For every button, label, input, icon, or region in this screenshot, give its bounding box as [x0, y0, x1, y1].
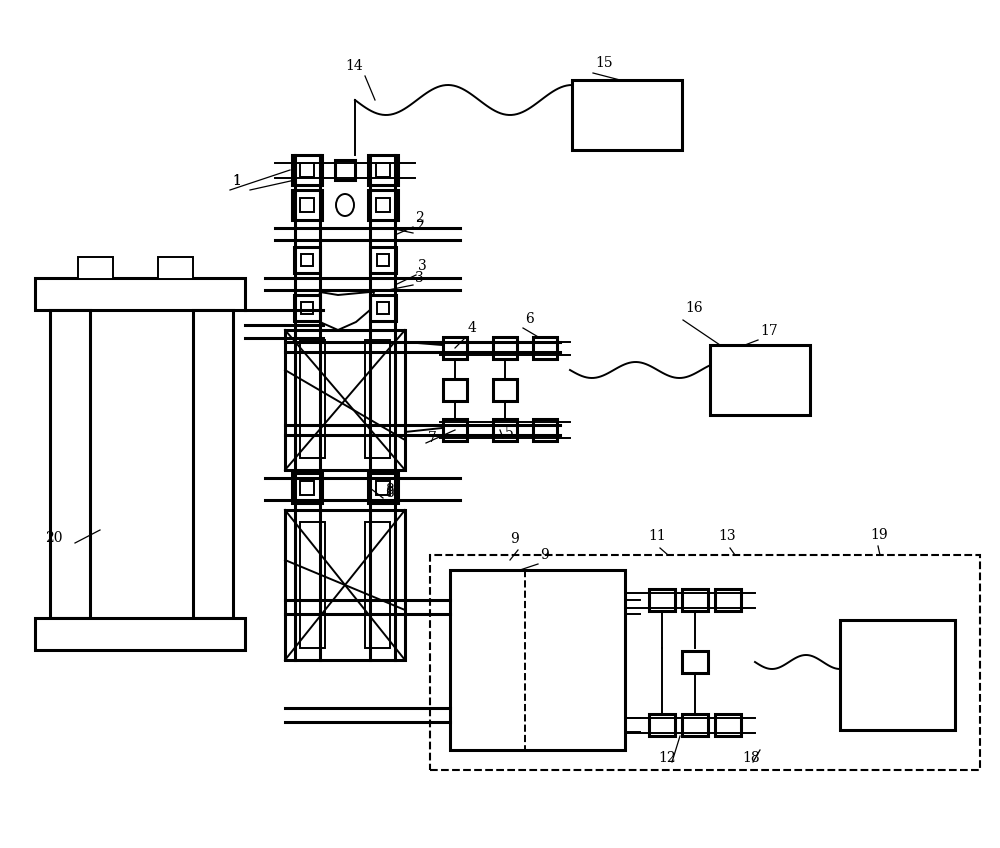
Text: 12: 12 [658, 751, 676, 765]
Text: 9: 9 [510, 532, 519, 546]
Bar [335, 160, 355, 180]
Text: 19: 19 [870, 528, 888, 542]
Bar [443, 419, 467, 441]
Bar [533, 337, 557, 359]
Bar [370, 247, 396, 273]
Bar [300, 522, 325, 648]
Text: 1: 1 [232, 174, 241, 188]
Bar [50, 310, 90, 618]
Text: 8: 8 [385, 483, 394, 497]
Bar [301, 302, 313, 314]
Bar [368, 155, 398, 185]
Bar [368, 190, 398, 220]
Bar [376, 163, 390, 177]
Text: 2: 2 [415, 219, 424, 233]
Polygon shape [316, 292, 374, 330]
Text: 11: 11 [648, 529, 666, 543]
Bar [493, 337, 517, 359]
Bar [35, 618, 245, 650]
Bar [300, 340, 325, 458]
Bar [430, 555, 980, 770]
Bar [443, 337, 467, 359]
Bar [294, 295, 320, 321]
Bar [377, 302, 389, 314]
Bar [715, 714, 741, 736]
Bar [193, 310, 233, 618]
Text: 3: 3 [418, 259, 427, 273]
Text: 5: 5 [505, 426, 514, 440]
Bar [292, 190, 322, 220]
Bar [365, 522, 390, 648]
Text: 15: 15 [595, 56, 613, 70]
Bar [450, 570, 625, 750]
Bar [533, 419, 557, 441]
Bar [368, 473, 398, 503]
Text: 13: 13 [718, 529, 736, 543]
Bar [78, 257, 113, 279]
Bar [682, 651, 708, 673]
Bar [649, 589, 675, 611]
Text: 20: 20 [45, 531, 62, 545]
Bar [285, 330, 405, 470]
Bar [682, 714, 708, 736]
Text: 6: 6 [525, 312, 534, 326]
Text: 8: 8 [385, 486, 394, 500]
Text: 18: 18 [742, 751, 760, 765]
Bar [35, 278, 245, 310]
Bar [443, 379, 467, 401]
Bar [300, 198, 314, 212]
Bar [493, 379, 517, 401]
Bar [840, 620, 955, 730]
Bar [715, 589, 741, 611]
Text: 4: 4 [468, 321, 477, 335]
Bar [377, 254, 389, 266]
Bar [370, 295, 396, 321]
Bar [493, 419, 517, 441]
Bar [301, 254, 313, 266]
Bar [572, 80, 682, 150]
Text: 7: 7 [428, 431, 437, 445]
Text: 1: 1 [232, 174, 241, 188]
Bar [292, 473, 322, 503]
Bar [294, 247, 320, 273]
Bar [682, 589, 708, 611]
Text: 17: 17 [760, 324, 778, 338]
Bar [649, 714, 675, 736]
Text: 9: 9 [540, 548, 549, 562]
Text: 14: 14 [345, 59, 363, 73]
Bar [292, 155, 322, 185]
Text: 3: 3 [415, 271, 424, 285]
Bar [158, 257, 193, 279]
Bar [300, 163, 314, 177]
Bar [365, 340, 390, 458]
Bar [285, 510, 405, 660]
Text: 2: 2 [415, 211, 424, 225]
Bar [376, 481, 390, 495]
Bar [710, 345, 810, 415]
Bar [300, 481, 314, 495]
Bar [376, 198, 390, 212]
Text: 16: 16 [685, 301, 703, 315]
